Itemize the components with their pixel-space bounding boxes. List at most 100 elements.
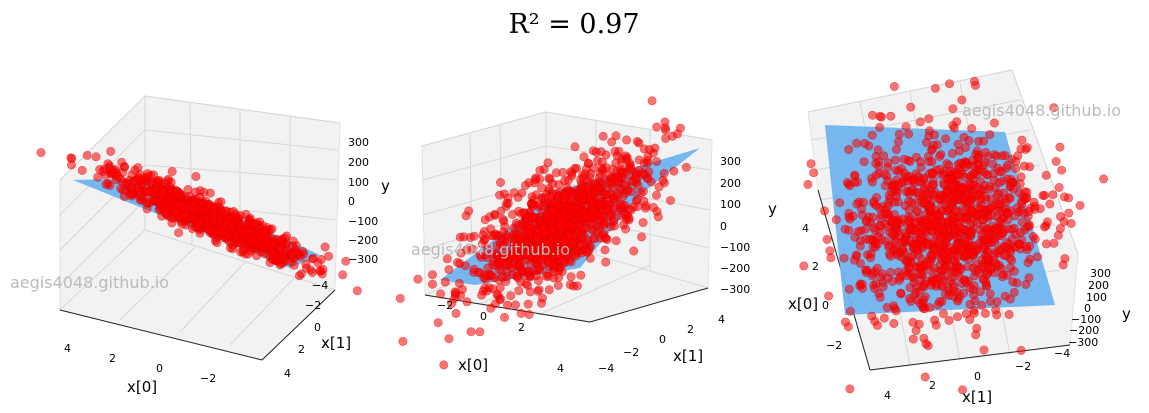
data-point — [915, 299, 925, 309]
data-point — [1017, 135, 1027, 145]
data-point — [570, 142, 580, 152]
data-point — [507, 210, 517, 220]
data-point — [621, 154, 631, 164]
data-point — [1013, 151, 1023, 161]
data-point — [599, 228, 609, 238]
data-point — [876, 213, 886, 223]
data-point — [883, 210, 893, 220]
zlabel-middle: y — [768, 200, 777, 218]
ztick-middle: 200 — [720, 177, 741, 190]
data-point — [629, 246, 639, 256]
data-point — [923, 239, 933, 249]
data-point — [524, 309, 534, 319]
yticks-left: −4 −2 0 2 4 — [284, 279, 328, 380]
data-point — [427, 270, 437, 280]
data-point — [886, 267, 896, 277]
data-point — [942, 159, 952, 169]
ztick-left: −100 — [348, 215, 378, 228]
data-point — [474, 268, 484, 278]
data-point — [531, 175, 541, 185]
data-point — [944, 315, 954, 325]
data-point — [626, 165, 636, 175]
data-point — [934, 228, 944, 238]
data-point — [894, 180, 904, 190]
data-point — [1021, 279, 1031, 289]
ylabel-middle: x[1] — [673, 347, 703, 365]
data-point — [1032, 252, 1042, 262]
data-point — [534, 285, 544, 295]
data-point — [487, 270, 497, 280]
data-point — [880, 181, 890, 191]
data-point — [857, 279, 867, 289]
ytick-left: 0 — [314, 321, 321, 334]
data-point — [989, 118, 999, 128]
data-point — [535, 165, 545, 175]
data-point — [842, 178, 852, 188]
data-point — [566, 272, 576, 282]
data-point — [825, 246, 835, 256]
panel-right: aegis4048.github.io 300 200 100 0 −100 −… — [788, 69, 1131, 406]
ylabel-right: x[1] — [962, 388, 992, 406]
data-point — [964, 237, 974, 247]
data-point — [632, 137, 642, 147]
data-point — [971, 209, 981, 219]
data-point — [1025, 162, 1035, 172]
ztick-left: 300 — [348, 136, 369, 149]
xtick-middle: 2 — [518, 321, 525, 334]
points-left — [36, 146, 362, 296]
data-point — [948, 104, 958, 114]
data-point — [495, 178, 505, 188]
data-point — [926, 280, 936, 290]
data-point — [618, 191, 628, 201]
data-point — [661, 133, 671, 143]
data-point — [167, 213, 177, 223]
data-point — [981, 277, 991, 287]
data-point — [950, 195, 960, 205]
data-point — [1028, 232, 1038, 242]
data-point — [66, 153, 76, 163]
watermark-left: aegis4048.github.io — [10, 273, 169, 292]
data-point — [531, 190, 541, 200]
data-point — [1005, 194, 1015, 204]
ytick-middle: 2 — [687, 323, 694, 336]
data-point — [525, 228, 535, 238]
data-point — [641, 201, 651, 211]
data-point — [440, 277, 450, 287]
data-point — [236, 220, 246, 230]
data-point — [831, 215, 841, 225]
data-point — [889, 82, 899, 92]
data-point — [850, 171, 860, 181]
data-point — [894, 129, 904, 139]
data-point — [941, 238, 951, 248]
data-point — [891, 145, 901, 155]
data-point — [611, 236, 621, 246]
data-point — [503, 300, 513, 310]
data-point — [544, 285, 554, 295]
data-point — [249, 219, 259, 229]
data-point — [1005, 294, 1015, 304]
data-point — [652, 157, 662, 167]
ztick-middle: 0 — [720, 220, 727, 233]
data-point — [995, 167, 1005, 177]
data-point — [903, 176, 913, 186]
data-point — [475, 327, 485, 337]
data-point — [637, 232, 647, 242]
data-point — [601, 257, 611, 267]
data-point — [972, 323, 982, 333]
data-point — [589, 163, 599, 173]
data-point — [201, 207, 211, 217]
data-point — [925, 265, 935, 275]
data-point — [516, 308, 526, 318]
data-point — [819, 206, 829, 216]
data-point — [916, 269, 926, 279]
data-point — [167, 166, 177, 176]
data-point — [413, 274, 423, 284]
data-point — [307, 267, 317, 277]
data-point — [1012, 278, 1022, 288]
data-point — [914, 188, 924, 198]
data-point — [604, 170, 614, 180]
data-point — [576, 270, 586, 280]
data-point — [608, 194, 618, 204]
data-point — [908, 334, 918, 344]
data-point — [894, 166, 904, 176]
